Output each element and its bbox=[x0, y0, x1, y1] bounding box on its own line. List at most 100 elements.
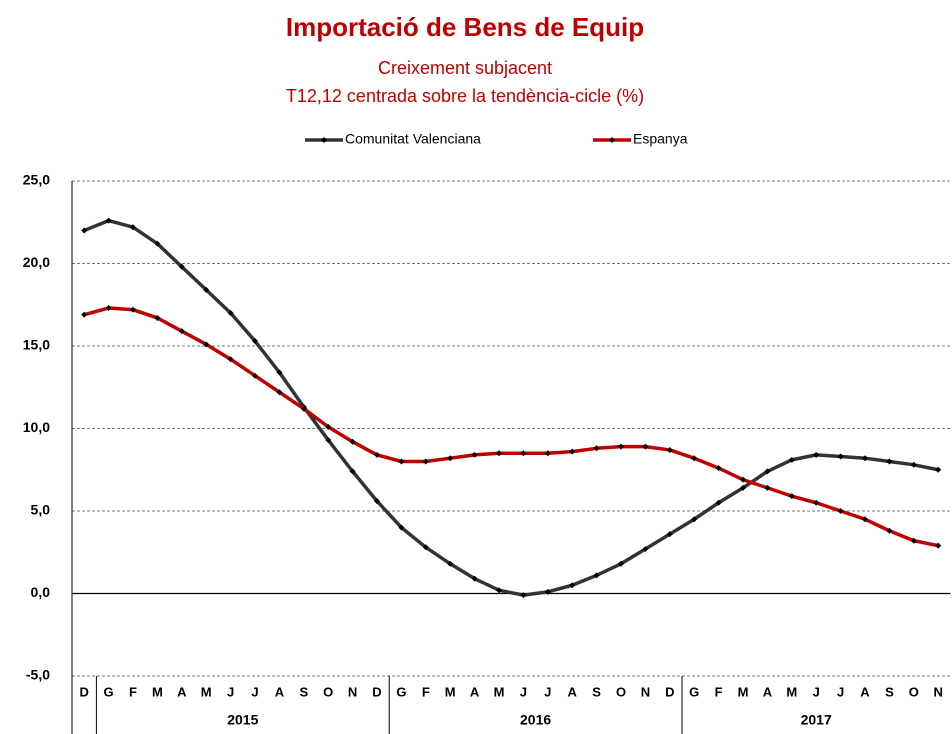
data-point bbox=[691, 455, 698, 462]
data-point bbox=[422, 544, 429, 551]
x-tick-label: A bbox=[568, 684, 578, 699]
x-tick-label: N bbox=[641, 684, 650, 699]
data-point bbox=[178, 263, 185, 270]
x-tick-label: F bbox=[129, 684, 137, 699]
x-tick-label: D bbox=[372, 684, 381, 699]
data-point bbox=[349, 468, 356, 475]
data-point bbox=[349, 438, 356, 445]
x-tick-label: M bbox=[786, 684, 797, 699]
x-tick-label: O bbox=[616, 684, 626, 699]
data-point bbox=[276, 389, 283, 396]
x-tick-label: M bbox=[445, 684, 456, 699]
data-point bbox=[422, 458, 429, 465]
x-tick-label: M bbox=[201, 684, 212, 699]
data-point bbox=[374, 498, 380, 505]
data-point bbox=[666, 446, 673, 453]
y-tick-label: 20,0 bbox=[23, 254, 50, 270]
data-point bbox=[569, 448, 576, 455]
x-tick-label: J bbox=[520, 684, 527, 699]
data-point bbox=[300, 405, 307, 412]
x-tick-label: M bbox=[494, 684, 505, 699]
x-tick-label: J bbox=[544, 684, 551, 699]
data-point bbox=[691, 516, 698, 523]
data-point bbox=[813, 499, 820, 506]
x-tick-label: A bbox=[177, 684, 187, 699]
data-point bbox=[398, 458, 405, 465]
y-tick-label: 0,0 bbox=[31, 584, 51, 600]
data-point bbox=[447, 560, 454, 567]
data-point bbox=[471, 575, 478, 582]
data-point bbox=[398, 524, 405, 531]
x-tick-label: J bbox=[837, 684, 844, 699]
data-point bbox=[886, 458, 893, 465]
data-point bbox=[374, 451, 380, 458]
x-tick-label: A bbox=[470, 684, 480, 699]
data-point bbox=[886, 527, 893, 534]
legend-label: Comunitat Valenciana bbox=[345, 131, 481, 147]
y-tick-label: -5,0 bbox=[26, 667, 50, 683]
data-point bbox=[642, 545, 649, 552]
year-label: 2016 bbox=[520, 712, 551, 728]
y-tick-label: 10,0 bbox=[23, 419, 50, 435]
x-tick-label: N bbox=[348, 684, 357, 699]
data-point bbox=[837, 508, 844, 514]
x-tick-label: D bbox=[665, 684, 674, 699]
x-tick-label: D bbox=[80, 684, 89, 699]
x-tick-label: J bbox=[251, 684, 258, 699]
data-point bbox=[252, 338, 258, 345]
x-tick-label: G bbox=[689, 684, 699, 699]
year-label: 2017 bbox=[801, 712, 832, 728]
data-point bbox=[130, 224, 136, 231]
series-line bbox=[83, 218, 939, 597]
x-tick-label: J bbox=[227, 684, 234, 699]
data-point bbox=[593, 572, 600, 579]
data-point bbox=[764, 468, 771, 475]
data-point bbox=[252, 372, 258, 379]
x-tick-label: F bbox=[422, 684, 430, 699]
data-point bbox=[496, 450, 502, 457]
data-point bbox=[130, 306, 136, 313]
data-point bbox=[105, 217, 112, 224]
series-line bbox=[83, 306, 939, 548]
data-point bbox=[862, 516, 868, 523]
x-tick-label: F bbox=[715, 684, 723, 699]
data-point bbox=[788, 493, 795, 500]
data-point bbox=[764, 484, 771, 491]
legend-label: Espanya bbox=[633, 131, 688, 147]
data-point bbox=[520, 592, 527, 599]
chart-subtitle: Creixement subjacent bbox=[378, 58, 552, 78]
data-point bbox=[837, 453, 844, 460]
data-point bbox=[593, 445, 600, 452]
data-point bbox=[715, 499, 722, 506]
data-point bbox=[203, 341, 210, 348]
x-tick-label: M bbox=[738, 684, 749, 699]
x-tick-label: S bbox=[592, 684, 601, 699]
data-point bbox=[520, 450, 527, 457]
y-tick-label: 25,0 bbox=[23, 172, 50, 188]
data-point bbox=[569, 582, 576, 589]
data-point bbox=[154, 314, 161, 321]
chart-title: Importació de Bens de Equip bbox=[286, 12, 644, 42]
legend-marker bbox=[321, 137, 327, 143]
data-point bbox=[618, 443, 624, 450]
chart-subtitle: T12,12 centrada sobre la tendència-cicle… bbox=[286, 86, 644, 106]
data-point bbox=[81, 311, 88, 318]
data-point bbox=[203, 286, 210, 293]
data-point bbox=[740, 476, 746, 483]
data-point bbox=[740, 484, 746, 491]
data-point bbox=[544, 588, 551, 595]
data-point bbox=[666, 531, 673, 538]
y-tick-label: 5,0 bbox=[31, 502, 51, 518]
x-tick-label: M bbox=[152, 684, 163, 699]
data-point bbox=[910, 461, 917, 468]
data-point bbox=[910, 537, 917, 544]
y-tick-label: 15,0 bbox=[23, 337, 50, 353]
data-point bbox=[544, 450, 551, 457]
data-point bbox=[471, 451, 478, 458]
data-point bbox=[788, 456, 795, 463]
data-point bbox=[935, 466, 942, 473]
data-point bbox=[642, 443, 649, 450]
x-tick-label: S bbox=[885, 684, 894, 699]
data-point bbox=[935, 542, 942, 549]
data-point bbox=[81, 227, 88, 234]
